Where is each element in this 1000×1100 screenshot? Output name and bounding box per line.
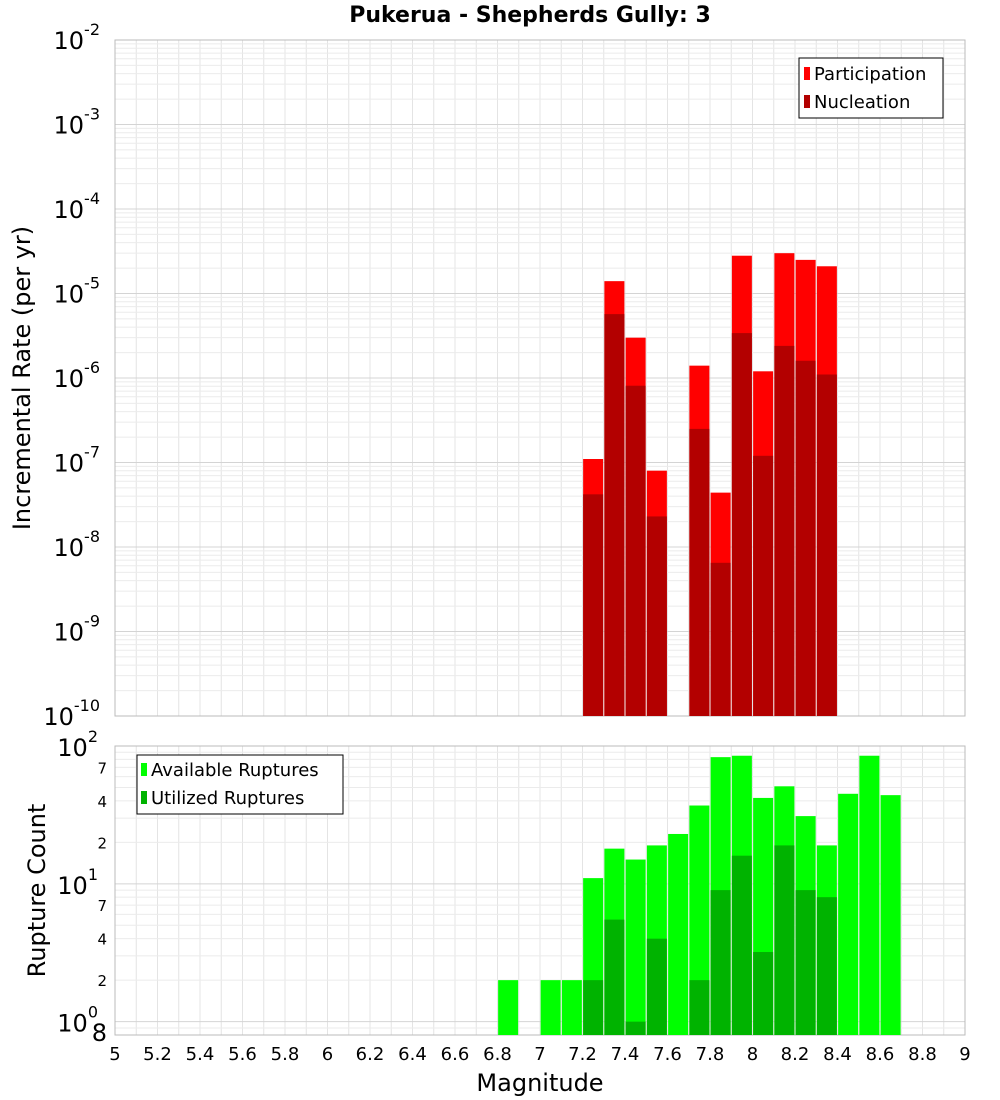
xtick-label: 8 [747, 1044, 758, 1065]
bar-nucleation-2 [625, 385, 646, 716]
xtick-label: 7.8 [696, 1044, 725, 1065]
bottom-ytick-minor-label: 7 [97, 897, 107, 915]
bottom-ytick-minor-label: 8 [92, 1019, 107, 1047]
xtick-label: 8.4 [823, 1044, 852, 1065]
bottom-ytick-minor-label: 2 [97, 972, 107, 990]
bottom-plot-frame [114, 745, 966, 1036]
legend-swatch-participation [804, 67, 810, 80]
top-ytick-label: 10-8 [54, 527, 101, 562]
bottom-ylabel: Rupture Count [23, 804, 51, 978]
bottom-ytick-label: 101 [57, 865, 98, 900]
bar-nucleation-8 [774, 345, 795, 716]
xtick-label: 9 [959, 1044, 970, 1065]
bar-available-ruptures-7 [668, 833, 689, 1035]
bar-utilized-ruptures-5 [625, 1021, 646, 1035]
top-panel-grid [114, 40, 966, 717]
top-ytick-label: 10-5 [54, 274, 101, 309]
legend-label-nucleation: Nucleation [814, 92, 910, 113]
xtick-label: 7 [534, 1044, 545, 1065]
xtick-label: 6 [322, 1044, 333, 1065]
bar-available-ruptures-2 [561, 980, 582, 1035]
bar-nucleation-9 [795, 360, 816, 716]
bar-nucleation-6 [731, 333, 752, 716]
xtick-label: 6.2 [356, 1044, 385, 1065]
xtick-label: 7.6 [653, 1044, 682, 1065]
bar-utilized-ruptures-8 [689, 980, 710, 1035]
top-ylabel: Incremental Rate (per yr) [8, 226, 36, 530]
bar-available-ruptures-0 [498, 980, 519, 1035]
bottom-ytick-minor-label: 7 [97, 759, 107, 777]
legend-label-participation: Participation [814, 64, 926, 85]
bar-utilized-ruptures-10 [731, 855, 752, 1035]
xtick-label: 5.6 [228, 1044, 257, 1065]
bar-nucleation-1 [604, 314, 625, 716]
xtick-label: 6.4 [398, 1044, 427, 1065]
bar-utilized-ruptures-13 [795, 890, 816, 1035]
top-ytick-label: 10-3 [54, 105, 101, 140]
xtick-label: 8.6 [866, 1044, 895, 1065]
xtick-label: 5 [109, 1044, 120, 1065]
xtick-label: 5.4 [186, 1044, 215, 1065]
bottom-ytick-label: 100 [57, 1003, 98, 1038]
bar-nucleation-5 [710, 562, 731, 716]
xtick-label: 8.2 [781, 1044, 810, 1065]
bottom-bars [498, 755, 901, 1035]
top-ytick-label: 10-7 [54, 443, 101, 478]
legend-swatch-utilized-ruptures [141, 791, 147, 804]
top-ytick-label: 10-4 [54, 189, 101, 224]
top-ytick-label: 10-10 [43, 696, 100, 731]
bar-nucleation-4 [689, 428, 710, 716]
bar-utilized-ruptures-4 [604, 919, 625, 1035]
bar-available-ruptures-5 [625, 859, 646, 1035]
bar-utilized-ruptures-6 [646, 938, 667, 1035]
xtick-label: 7.2 [568, 1044, 597, 1065]
xlabel: Magnitude [476, 1069, 603, 1097]
bar-utilized-ruptures-3 [583, 980, 604, 1035]
bottom-ytick-minor-label: 2 [97, 834, 107, 852]
xtick-label: 6.6 [441, 1044, 470, 1065]
bar-available-ruptures-1 [540, 980, 561, 1035]
bar-available-ruptures-15 [838, 793, 859, 1035]
chart-title: Pukerua - Shepherds Gully: 3 [349, 3, 711, 28]
xtick-label: 5.2 [143, 1044, 172, 1065]
bar-available-ruptures-16 [859, 755, 880, 1035]
top-bars [583, 253, 837, 716]
legend-label-utilized-ruptures: Utilized Ruptures [151, 788, 304, 809]
bar-nucleation-0 [583, 494, 604, 716]
xtick-label: 6.8 [483, 1044, 512, 1065]
xtick-label: 8.8 [908, 1044, 937, 1065]
bottom-legend-box [136, 754, 344, 815]
top-ytick-label: 10-6 [54, 358, 101, 393]
bar-utilized-ruptures-14 [816, 897, 837, 1035]
bottom-ytick-minor-label: 4 [97, 793, 107, 811]
legend-swatch-available-ruptures [141, 763, 147, 776]
bottom-ytick-minor-label: 4 [97, 931, 107, 949]
top-ytick-label: 10-2 [54, 20, 101, 55]
bar-available-ruptures-17 [880, 795, 901, 1035]
top-plot-frame [114, 39, 966, 717]
bar-nucleation-3 [646, 516, 667, 716]
bar-nucleation-10 [816, 374, 837, 716]
xtick-label: 5.8 [271, 1044, 300, 1065]
bar-utilized-ruptures-12 [774, 845, 795, 1035]
bar-utilized-ruptures-9 [710, 890, 731, 1035]
bar-nucleation-7 [753, 455, 774, 716]
top-legend-box [798, 57, 944, 119]
legend-label-available-ruptures: Available Ruptures [151, 760, 319, 781]
bar-utilized-ruptures-11 [753, 952, 774, 1035]
xtick-label: 7.4 [611, 1044, 640, 1065]
bottom-legend: Available Ruptures Utilized Ruptures [136, 754, 344, 815]
bottom-ytick-label: 102 [57, 727, 98, 762]
top-ytick-label: 10-9 [54, 612, 101, 647]
bar-available-ruptures-8 [689, 805, 710, 1035]
top-legend: Participation Nucleation [798, 57, 944, 119]
legend-swatch-nucleation [804, 95, 810, 108]
